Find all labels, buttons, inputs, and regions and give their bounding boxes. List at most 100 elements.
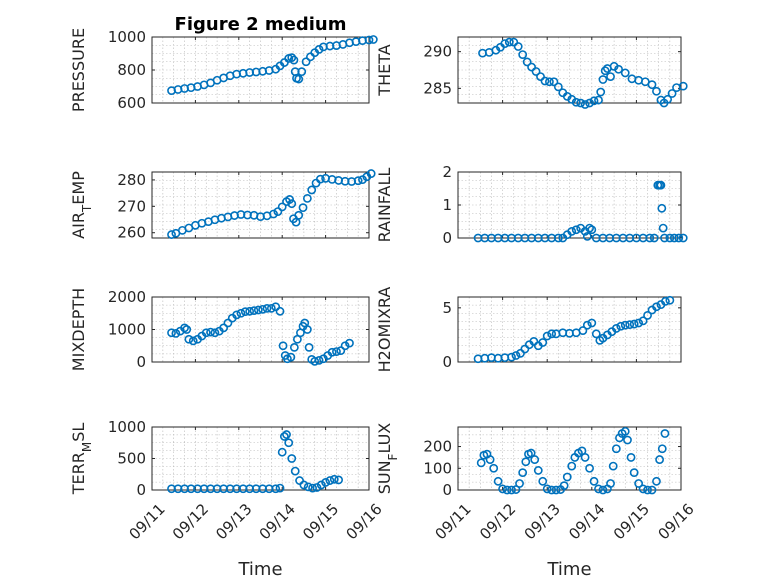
y-tick-label: 200 xyxy=(423,438,452,456)
data-point xyxy=(643,311,652,320)
data-point xyxy=(585,98,594,108)
y-tick-label: 270 xyxy=(117,197,146,215)
data-point xyxy=(625,320,635,330)
data-point xyxy=(307,185,317,195)
data-point xyxy=(516,348,525,358)
data-point xyxy=(287,199,297,209)
data-point xyxy=(582,231,592,241)
data-point xyxy=(277,202,287,212)
data-point xyxy=(290,466,300,476)
data-point xyxy=(266,303,276,313)
subplot-air-temp: 260 270 280 AIRTEMP xyxy=(69,169,376,242)
data-point xyxy=(167,230,176,239)
y-tick-label: 260 xyxy=(117,224,146,242)
data-point xyxy=(210,328,220,338)
data-point xyxy=(578,326,588,335)
data-point xyxy=(665,233,675,243)
y-axis-label: TERRMSL xyxy=(69,423,94,496)
data-point xyxy=(504,37,514,47)
data-point xyxy=(294,74,304,84)
data-point xyxy=(167,328,176,338)
y-tick-label: 0 xyxy=(442,481,452,499)
data-point xyxy=(649,233,659,243)
data-point xyxy=(312,483,322,492)
data-point xyxy=(289,342,299,352)
data-point xyxy=(638,484,648,494)
axes-frame xyxy=(457,426,682,491)
data-point xyxy=(533,466,543,475)
data-point xyxy=(660,429,670,438)
data-point xyxy=(284,438,294,448)
data-point xyxy=(611,324,621,333)
figure-title: Figure 2 medium xyxy=(175,14,347,35)
data-point xyxy=(353,176,363,186)
data-point xyxy=(553,82,563,92)
data-point xyxy=(332,347,341,356)
data-point xyxy=(576,98,586,108)
data-point xyxy=(674,233,684,243)
y-tick-label: 1000 xyxy=(108,28,146,46)
data-point xyxy=(587,318,597,328)
data-point xyxy=(647,80,657,90)
subplot-sun-flux: 0 100 200 SUNFLUX 09/11 09/12 09/13 09/14 09/15 0… xyxy=(375,423,698,580)
data-point xyxy=(314,44,324,54)
data-point xyxy=(585,463,594,473)
axes-frame xyxy=(151,171,370,239)
subplot-rainfall: 0 1 2 RAINFALL xyxy=(375,163,688,247)
data-point xyxy=(620,426,630,436)
data-point xyxy=(180,323,189,333)
data-point xyxy=(298,203,308,213)
data-point xyxy=(206,327,215,337)
data-point xyxy=(201,328,211,338)
data-point xyxy=(273,207,283,216)
y-axis-label: SUNFLUX xyxy=(375,423,400,495)
y-tick-label: 100 xyxy=(423,459,452,477)
data-point xyxy=(606,72,615,81)
x-tick-label: 09/12 xyxy=(476,500,519,543)
data-point xyxy=(660,233,669,243)
y-tick-label: 1000 xyxy=(108,418,146,436)
x-tick-label: 09/16 xyxy=(654,500,697,543)
data-point xyxy=(551,485,561,495)
x-tick-label: 09/11 xyxy=(431,500,474,543)
data-point xyxy=(509,37,519,47)
data-point xyxy=(302,325,312,334)
data-point xyxy=(275,483,285,493)
data-point xyxy=(614,64,623,74)
data-point xyxy=(606,479,615,488)
data-point xyxy=(542,331,552,341)
data-point xyxy=(656,180,666,190)
data-point xyxy=(182,325,192,334)
data-point xyxy=(582,320,592,330)
data-point xyxy=(531,67,541,76)
data-point xyxy=(542,484,552,494)
data-point xyxy=(598,485,608,495)
data-point xyxy=(587,225,597,235)
x-axis-label: Time xyxy=(546,559,591,580)
y-axis-label: H2OMIXRA xyxy=(375,287,394,373)
data-point xyxy=(285,195,294,204)
data-point xyxy=(547,329,557,339)
data-point xyxy=(678,81,688,91)
data-point xyxy=(538,476,548,486)
y-tick-label: 500 xyxy=(117,450,146,468)
data-point xyxy=(304,342,314,352)
data-point xyxy=(615,433,624,443)
data-point xyxy=(518,50,528,59)
axes-frame xyxy=(457,296,682,363)
data-point xyxy=(269,209,278,219)
data-point xyxy=(297,67,307,77)
data-point xyxy=(585,223,594,233)
data-point xyxy=(515,479,524,488)
data-point xyxy=(236,308,246,318)
data-point xyxy=(329,474,339,484)
data-point xyxy=(308,483,317,493)
data-point xyxy=(536,72,545,81)
y-tick-label: 0 xyxy=(136,353,146,371)
data-point xyxy=(521,457,531,467)
data-point xyxy=(571,97,581,107)
data-point xyxy=(623,435,632,445)
data-point xyxy=(277,447,287,457)
data-point xyxy=(282,430,291,439)
